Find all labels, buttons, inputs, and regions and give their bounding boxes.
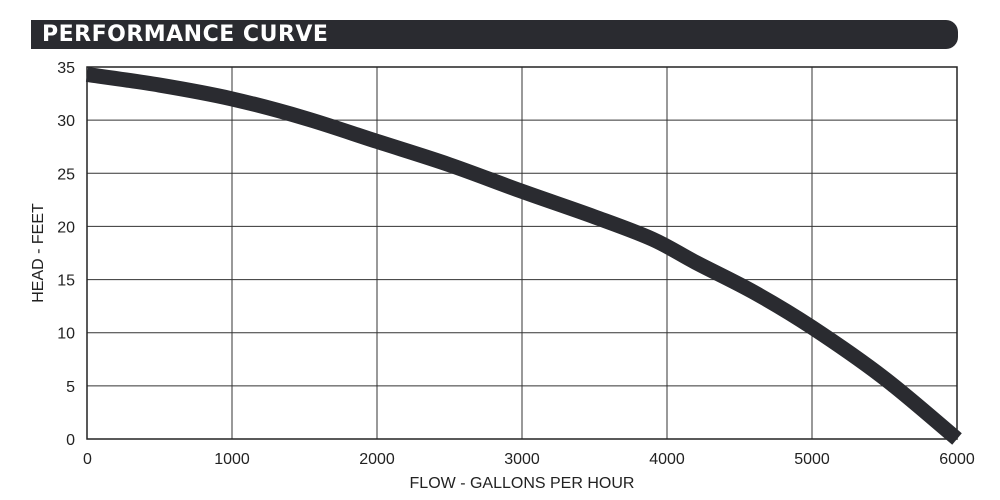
y-tick-label: 20: [57, 219, 75, 236]
title-bar: PERFORMANCE CURVE: [31, 20, 958, 49]
grid: [86, 66, 958, 440]
x-tick-label: 4000: [649, 451, 685, 468]
y-tick-label: 35: [57, 60, 75, 77]
plot-frame: [86, 66, 958, 440]
y-tick-label: 25: [57, 166, 75, 183]
x-tick-label: 3000: [504, 451, 540, 468]
tick-labels: 0 1000 2000 3000 4000 5000 6000 0 5 10 15 20 25 30 35: [57, 60, 975, 468]
x-tick-label: 0: [83, 451, 92, 468]
x-tick-label: 1000: [214, 451, 250, 468]
y-tick-label: 5: [66, 379, 75, 396]
y-tick-label: 30: [57, 113, 75, 130]
performance-curve-line: [85, 67, 962, 445]
x-tick-label: 2000: [359, 451, 395, 468]
x-tick-label: 5000: [794, 451, 830, 468]
x-axis-label: FLOW - GALLONS PER HOUR: [410, 475, 635, 492]
y-axis-label: HEAD - FEET: [30, 203, 47, 303]
chart-title: PERFORMANCE CURVE: [42, 22, 329, 47]
y-tick-label: 0: [66, 432, 75, 449]
series-group: [85, 67, 962, 445]
y-tick-label: 10: [57, 326, 75, 343]
x-tick-label: 6000: [939, 451, 975, 468]
y-tick-label: 15: [57, 273, 75, 290]
